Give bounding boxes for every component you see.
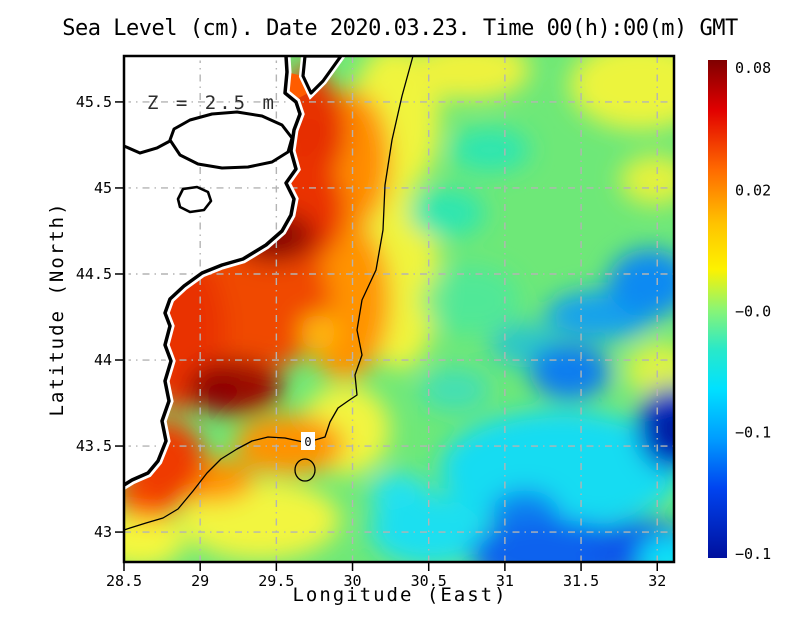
x-tick-label: 28.5 xyxy=(106,572,142,590)
heat-blob xyxy=(235,415,345,475)
heat-blob xyxy=(530,344,610,400)
y-tick-label: 45.5 xyxy=(76,93,112,111)
heat-blob xyxy=(570,56,674,130)
y-axis-title: Latitude (North) xyxy=(46,201,68,417)
y-tick-label: 43.5 xyxy=(76,437,112,455)
x-tick-label: 31.5 xyxy=(563,572,599,590)
x-tick-label: 31 xyxy=(496,572,514,590)
sea-level-field xyxy=(124,56,674,562)
heat-blob xyxy=(620,155,674,205)
heat-blob xyxy=(657,410,674,450)
heat-blob xyxy=(190,375,240,405)
x-tick-label: 29 xyxy=(191,572,209,590)
plot-border xyxy=(122,54,676,564)
lake-outline xyxy=(176,185,213,214)
y-tick-label: 45 xyxy=(94,179,112,197)
heat-blob xyxy=(637,386,674,470)
heat-blob xyxy=(450,128,530,172)
colorbar-label: −0.1 xyxy=(735,424,771,442)
heat-blob xyxy=(625,342,674,398)
river-line xyxy=(124,139,172,155)
plot-title: Sea Level (cm). Date 2020.03.23. Time 00… xyxy=(62,16,738,41)
colorbar-label: −0.1 xyxy=(735,545,771,563)
x-tick-label: 30 xyxy=(344,572,362,590)
y-tick-label: 44.5 xyxy=(76,265,112,283)
contour-label: 0 xyxy=(304,435,311,449)
x-tick-label: 30.5 xyxy=(411,572,447,590)
map-canvas: 0 xyxy=(124,56,674,562)
colorbar-label: 0.02 xyxy=(735,181,771,199)
colorbar-label: −0.0 xyxy=(735,302,771,320)
heat-blob xyxy=(409,189,485,237)
y-tick-label: 44 xyxy=(94,351,112,369)
heat-blob xyxy=(608,249,674,317)
heat-blob xyxy=(410,56,530,100)
lagoon-outline xyxy=(168,110,294,170)
colorbar-label: 0.08 xyxy=(735,59,771,77)
delta-spit-outline xyxy=(301,56,343,95)
heat-blob xyxy=(370,495,490,562)
y-tick-label: 43 xyxy=(94,523,112,541)
heat-blob xyxy=(300,314,336,350)
x-tick-label: 29.5 xyxy=(258,572,294,590)
heat-blob xyxy=(420,265,520,335)
heat-blob xyxy=(638,536,674,562)
contour-label-box xyxy=(301,432,315,450)
x-tick-label: 32 xyxy=(648,572,666,590)
zero-contour-line xyxy=(124,56,414,531)
coastline-path xyxy=(124,56,302,487)
zero-contour-loop xyxy=(294,458,316,482)
colorbar-gradient xyxy=(708,60,727,558)
depth-annotation: Z = 2.5 m xyxy=(147,92,277,114)
heat-blob xyxy=(420,368,490,412)
x-axis-title: Longitude (East) xyxy=(292,584,508,606)
